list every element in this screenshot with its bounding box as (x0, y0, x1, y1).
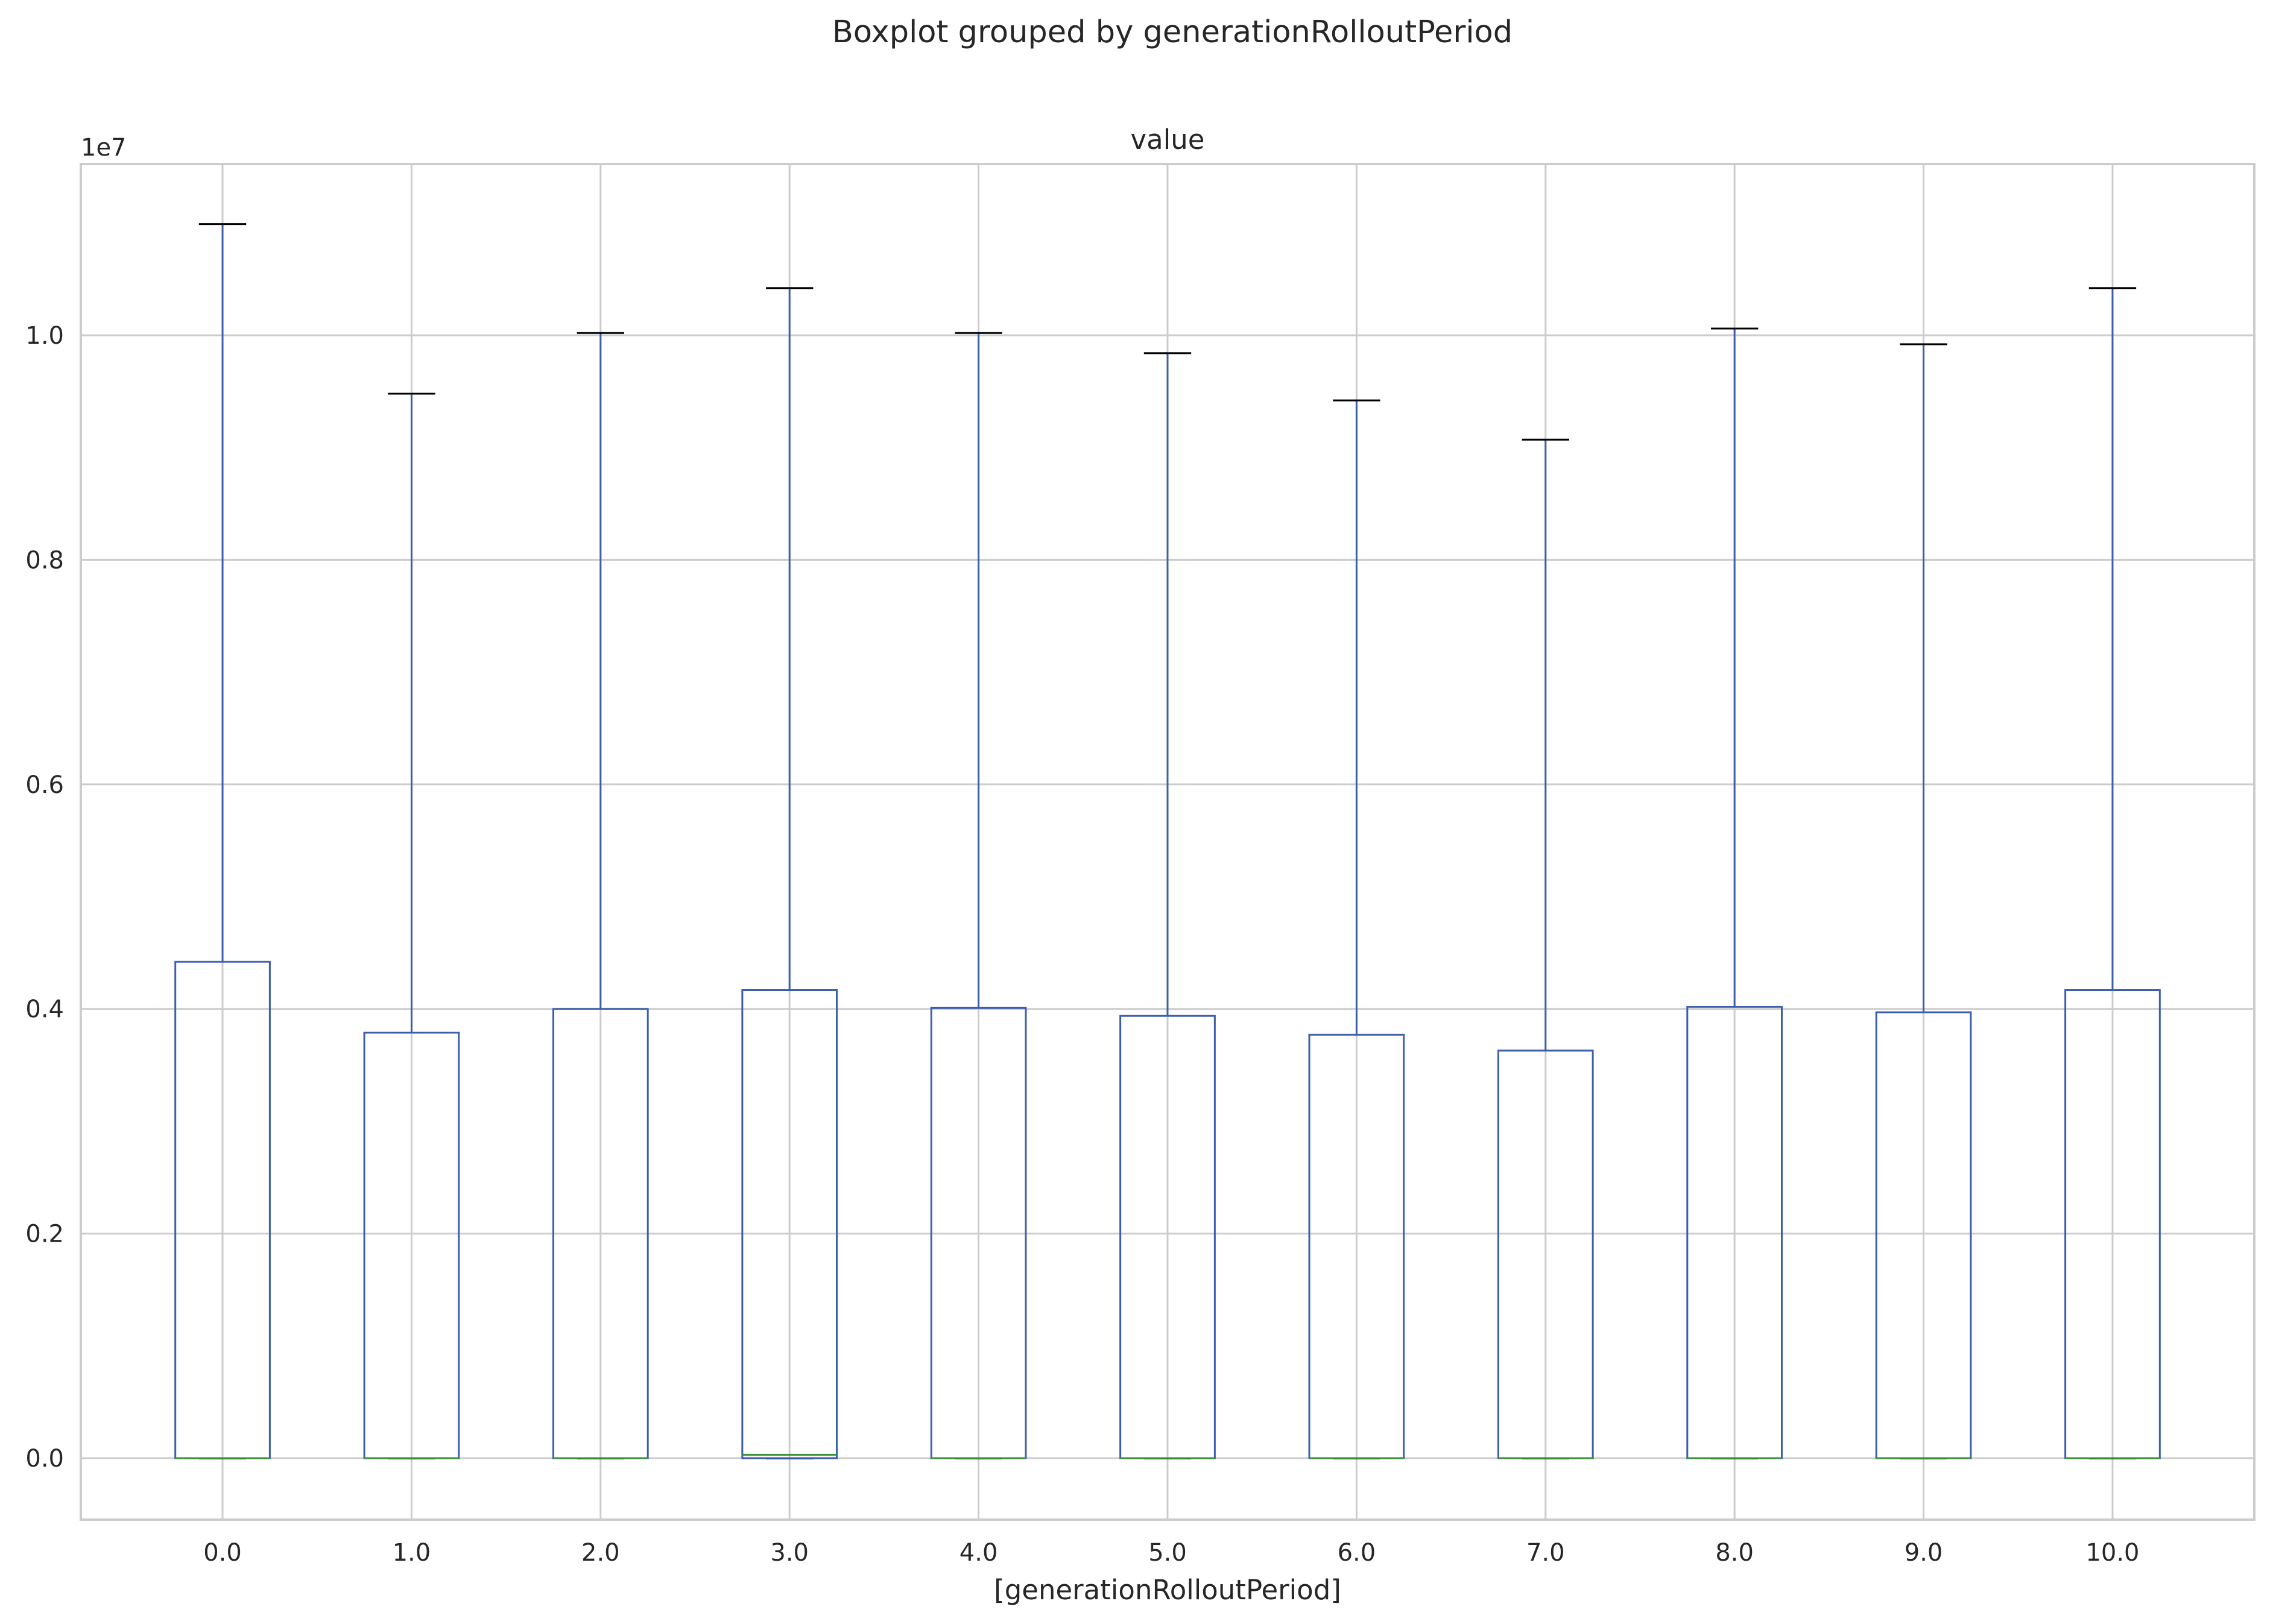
x-tick-label: 9.0 (1905, 1539, 1943, 1567)
axes-title: value (1131, 124, 1205, 156)
y-tick-label: 0.2 (25, 1221, 64, 1248)
x-tick-label: 5.0 (1148, 1539, 1187, 1567)
x-tick-label: 8.0 (1715, 1539, 1754, 1567)
x-tick-label: 6.0 (1338, 1539, 1376, 1567)
y-tick-label: 0.4 (25, 996, 64, 1023)
plot-area: 0.0 0.2 0.4 0.6 0.8 1.0 0.0 1.0 2.0 3.0 4.0 5.0 6.0 7… (25, 163, 2256, 1567)
y-tick-label: 1.0 (25, 322, 64, 350)
x-tick-label: 0.0 (203, 1539, 242, 1567)
y-tick-label: 0.0 (25, 1445, 64, 1473)
x-tick-label: 7.0 (1526, 1539, 1565, 1567)
x-tick-label: 4.0 (959, 1539, 998, 1567)
chart-title: Boxplot grouped by generationRolloutPeri… (832, 14, 1513, 50)
y-offset-label: 1e7 (81, 134, 127, 162)
x-axis-label: [generationRolloutPeriod] (994, 1574, 1341, 1606)
x-tick-label: 2.0 (581, 1539, 620, 1567)
y-tick-label: 0.6 (25, 771, 64, 799)
x-tick-label: 10.0 (2085, 1539, 2139, 1567)
plot-frame (80, 163, 2256, 1521)
x-tick-label: 3.0 (770, 1539, 809, 1567)
x-tick-label: 1.0 (393, 1539, 431, 1567)
box (741, 989, 838, 1459)
y-tick-label: 0.8 (25, 546, 64, 574)
